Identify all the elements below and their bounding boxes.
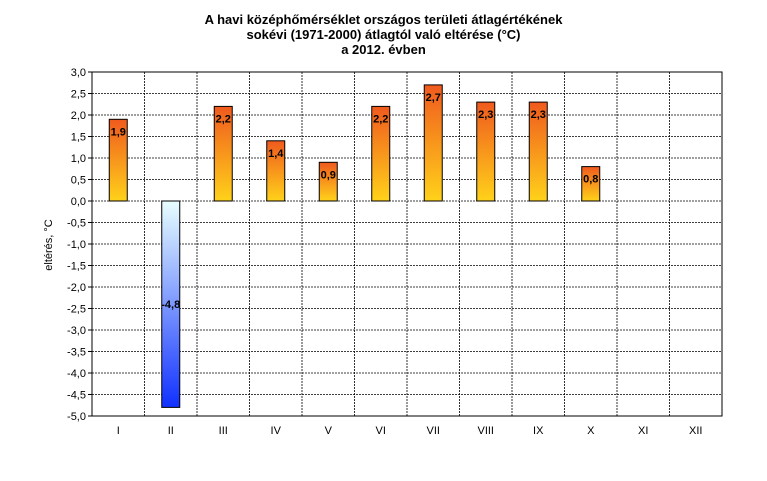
y-tick-label: -4,5	[67, 390, 86, 402]
x-tick-label: III	[219, 425, 228, 437]
x-tick-label: IV	[271, 425, 282, 437]
y-tick-label: 1,0	[71, 153, 86, 165]
x-tick-label: V	[325, 425, 333, 437]
y-tick-label: 2,0	[71, 110, 86, 122]
y-tick-label: 0,0	[71, 196, 86, 208]
bar-IX	[528, 101, 548, 202]
bar-VI	[371, 105, 391, 202]
x-tick-label: XII	[689, 425, 702, 437]
x-tick-label: I	[117, 425, 120, 437]
data-labels: 1,9 -4,8 2,2 1,4 0,9 2,2 2,7 2,3 2,3 0,8	[111, 92, 599, 311]
x-tick-label: II	[168, 425, 174, 437]
data-label-IX: 2,3	[531, 109, 546, 121]
y-tick-label: 0,5	[71, 175, 86, 187]
y-tick-label: -0,5	[67, 218, 86, 230]
y-tick-label: 2,5	[71, 89, 86, 101]
bar-VIII	[476, 101, 496, 202]
bar-III	[213, 105, 233, 202]
y-axis-ticks: 3,0 2,5 2,0 1,5 1,0 0,5 0,0 -0,5 -1,0 -1,5 -2,0 -2,…	[67, 67, 92, 423]
y-tick-label: -2,0	[67, 282, 86, 294]
y-tick-label: -1,5	[67, 261, 86, 273]
bar-X	[581, 166, 601, 202]
x-tick-label: XI	[638, 425, 648, 437]
data-label-X: 0,8	[583, 174, 598, 186]
bar-VII	[423, 84, 443, 202]
bar-V	[318, 161, 338, 202]
data-label-III: 2,2	[216, 113, 231, 125]
y-tick-label: 3,0	[71, 67, 86, 79]
y-tick-label: -4,0	[67, 368, 86, 380]
y-tick-label: -3,5	[67, 347, 86, 359]
chart-title-line-1: A havi középhőmérséklet országos terület…	[204, 12, 563, 27]
y-tick-label: -2,5	[67, 304, 86, 316]
y-tick-label: -1,0	[67, 239, 86, 251]
grid-lines	[91, 71, 723, 417]
x-tick-label: IX	[533, 425, 544, 437]
data-label-IV: 1,4	[268, 148, 284, 160]
bar-II	[161, 200, 181, 408]
chart-title-line-3: a 2012. évben	[341, 42, 426, 57]
data-label-II: -4,8	[161, 299, 180, 311]
x-tick-label: VI	[376, 425, 386, 437]
x-tick-label: X	[587, 425, 595, 437]
data-label-VIII: 2,3	[478, 109, 493, 121]
bars	[108, 84, 601, 408]
bar-I	[108, 118, 128, 202]
bar-IV	[266, 140, 286, 202]
x-tick-label: VII	[427, 425, 440, 437]
y-tick-label: 1,5	[71, 132, 86, 144]
data-label-VI: 2,2	[373, 113, 388, 125]
chart-title: A havi középhőmérséklet országos terület…	[0, 12, 767, 57]
x-axis-ticks: I II III IV V VI VII VIII IX X XI XII	[117, 425, 703, 437]
data-label-VII: 2,7	[426, 92, 441, 104]
y-tick-label: -3,0	[67, 325, 86, 337]
data-label-I: 1,9	[111, 126, 126, 138]
y-axis-label: eltérés, °C	[43, 219, 55, 271]
x-tick-label: VIII	[477, 425, 494, 437]
data-label-V: 0,9	[321, 169, 336, 181]
y-tick-label: -5,0	[67, 411, 86, 423]
chart-title-line-2: sokévi (1971-2000) átlagtól való eltérés…	[246, 27, 521, 42]
